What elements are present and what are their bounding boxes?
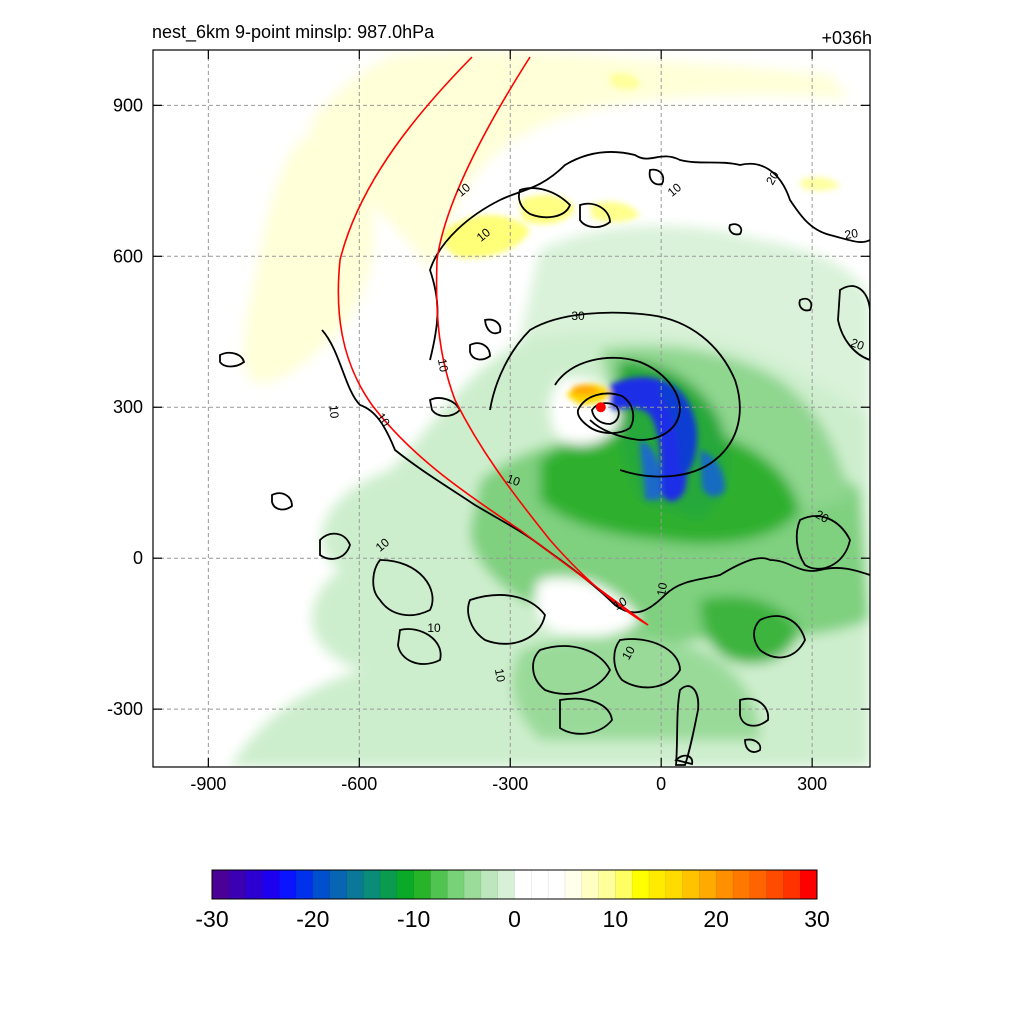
colorbar-frame — [211, 869, 818, 900]
colorbar-bin — [682, 870, 700, 899]
track-line-inner — [435, 56, 649, 626]
contour-10-north — [429, 151, 870, 361]
x-axis: -900 -600 -300 0 300 — [190, 50, 827, 794]
colorbar-bin — [279, 870, 297, 899]
y-tick-label: 600 — [113, 246, 143, 266]
contour-label: 20 — [813, 507, 832, 526]
contour-label: 10 — [665, 180, 684, 200]
x-tick-label: -600 — [341, 774, 377, 794]
colorbar-bin — [430, 870, 448, 899]
colorbar-bin — [632, 870, 650, 899]
colorbar-tick-label: -30 — [195, 906, 228, 932]
y-tick-label: 300 — [113, 397, 143, 417]
colorbar-bin — [581, 870, 600, 899]
contour-20-inner — [554, 356, 681, 441]
colorbar-bin — [346, 870, 364, 899]
storm-center-marker — [595, 402, 606, 413]
colorbar-bin — [262, 870, 280, 899]
colorbar-bin — [665, 870, 684, 899]
x-tick-label: 300 — [797, 774, 827, 794]
contour-label: 10 — [611, 594, 630, 613]
colorbar-bin — [296, 870, 314, 899]
contour-label: 10 — [619, 643, 638, 662]
contour-30 — [576, 392, 635, 434]
colorbar-bin — [413, 870, 431, 899]
contour-label: 10 — [326, 404, 341, 419]
colorbar-bin — [766, 870, 784, 899]
colorbar-bin — [464, 870, 482, 899]
colorbar-bin — [212, 870, 230, 899]
colorbar-bin — [749, 870, 768, 899]
colorbar-bin — [380, 870, 398, 899]
colorbar-bin — [514, 870, 532, 899]
colorbar-bin — [312, 870, 331, 899]
y-tick-label: 0 — [133, 548, 143, 568]
track-lines — [337, 56, 649, 626]
colorbar-bin — [329, 870, 347, 899]
colorbar-bin — [497, 870, 515, 899]
colorbar: -30 -20 -10 0 10 20 30 — [195, 869, 830, 932]
x-tick-label: -900 — [190, 774, 226, 794]
contour-10-outer — [321, 329, 870, 614]
colorbar-tick-label: 30 — [804, 906, 830, 932]
colorbar-bin — [245, 870, 263, 899]
contour-label: 10 — [427, 621, 441, 635]
colorbar-bin — [598, 870, 616, 899]
contour-label: 20 — [844, 226, 860, 242]
colorbar-bin — [648, 870, 667, 899]
colorbar-bin — [699, 870, 717, 899]
colorbar-bin — [732, 870, 751, 899]
colorbar-tick-label: -10 — [397, 906, 430, 932]
forecast-hour-label: +036h — [821, 28, 872, 48]
plot-frame — [152, 49, 871, 768]
x-tick-label: -300 — [492, 774, 528, 794]
colorbar-bin — [531, 870, 549, 899]
colorbar-bin — [396, 870, 415, 899]
y-tick-label: 900 — [113, 95, 143, 115]
colorbar-tick-label: 20 — [703, 906, 729, 932]
contour-label: 30 — [571, 309, 585, 323]
colorbar-bin — [800, 870, 818, 899]
colorbar-bin — [716, 870, 734, 899]
contour-label: 10 — [492, 668, 508, 684]
contour-lines — [219, 151, 870, 766]
colorbar-bin — [783, 870, 801, 899]
x-tick-label: 0 — [656, 774, 666, 794]
contour-label: 20 — [849, 335, 867, 353]
colorbar-bin — [548, 870, 566, 899]
colorbar-bin — [480, 870, 499, 899]
colorbar-tick-label: 0 — [508, 906, 521, 932]
colorbar-bin — [564, 870, 583, 899]
shaded-field — [230, 51, 870, 767]
colorbar-bin — [615, 870, 633, 899]
colorbar-bin — [447, 870, 465, 899]
colorbar-bin — [228, 870, 247, 899]
contour-label: 10 — [435, 358, 451, 374]
contour-label: 10 — [505, 471, 523, 489]
colorbar-tick-label: 10 — [603, 906, 629, 932]
y-axis: 900 600 300 0 -300 — [107, 95, 870, 719]
colorbar-bin — [363, 870, 381, 899]
track-line-outer — [337, 56, 649, 626]
chart-title: nest_6km 9-point minslp: 987.0hPa — [152, 22, 435, 42]
contour-label: 20 — [763, 168, 782, 187]
y-tick-label: -300 — [107, 699, 143, 719]
contour-label: 10 — [654, 581, 670, 597]
colorbar-tick-label: -20 — [296, 906, 329, 932]
gridlines — [153, 50, 870, 767]
contour-20 — [489, 311, 741, 478]
